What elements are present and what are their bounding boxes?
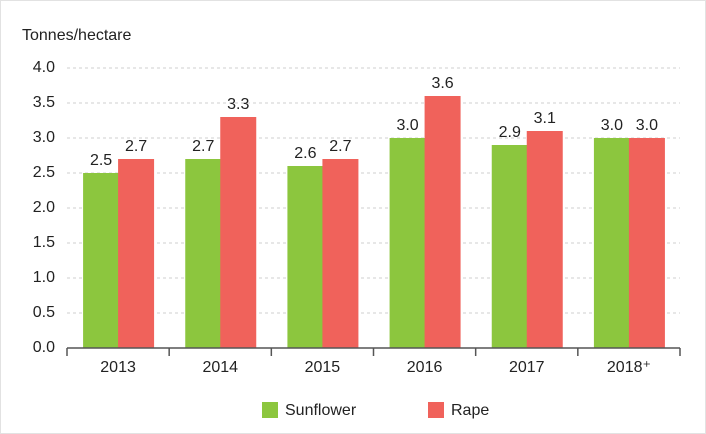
bar: [628, 138, 665, 348]
bar: [83, 173, 120, 348]
legend-label: Rape: [451, 402, 489, 419]
legend-swatch: [262, 402, 278, 418]
y-tick-label: 1.0: [33, 269, 55, 286]
data-label: 3.3: [227, 96, 249, 113]
data-label: 2.7: [329, 138, 351, 155]
bar: [389, 138, 426, 348]
bar: [185, 159, 222, 348]
y-tick-label: 2.0: [33, 199, 55, 216]
data-label: 2.7: [125, 138, 147, 155]
bar: [593, 138, 630, 348]
x-tick-label: 2013: [100, 359, 136, 376]
x-tick-label: 2018⁺: [607, 359, 651, 376]
y-tick-label: 4.0: [33, 59, 55, 76]
y-tick-label: 2.5: [33, 164, 55, 181]
data-label: 3.0: [636, 117, 658, 134]
data-label: 2.7: [192, 138, 214, 155]
y-tick-label: 3.5: [33, 94, 55, 111]
y-tick-label: 3.0: [33, 129, 55, 146]
data-label: 3.0: [601, 117, 623, 134]
bar: [322, 159, 359, 348]
data-label: 3.1: [534, 110, 556, 127]
data-label: 2.6: [294, 145, 316, 162]
x-tick-label: 2014: [202, 359, 238, 376]
bar: [526, 131, 563, 348]
y-axis-label: Tonnes/hectare: [22, 27, 132, 44]
data-label: 2.9: [499, 124, 521, 141]
bar: [424, 96, 461, 348]
x-tick-label: 2016: [407, 359, 443, 376]
y-tick-label: 0.0: [33, 339, 55, 356]
bar: [491, 145, 528, 348]
bar: [118, 159, 155, 348]
legend-swatch: [428, 402, 444, 418]
bar: [220, 117, 257, 348]
x-tick-label: 2017: [509, 359, 545, 376]
x-tick-label: 2015: [305, 359, 341, 376]
bar: [287, 166, 324, 348]
data-label: 2.5: [90, 152, 112, 169]
y-tick-label: 0.5: [33, 304, 55, 321]
legend-label: Sunflower: [285, 402, 357, 419]
data-label: 3.0: [396, 117, 418, 134]
data-label: 3.6: [431, 75, 453, 92]
y-tick-label: 1.5: [33, 234, 55, 251]
